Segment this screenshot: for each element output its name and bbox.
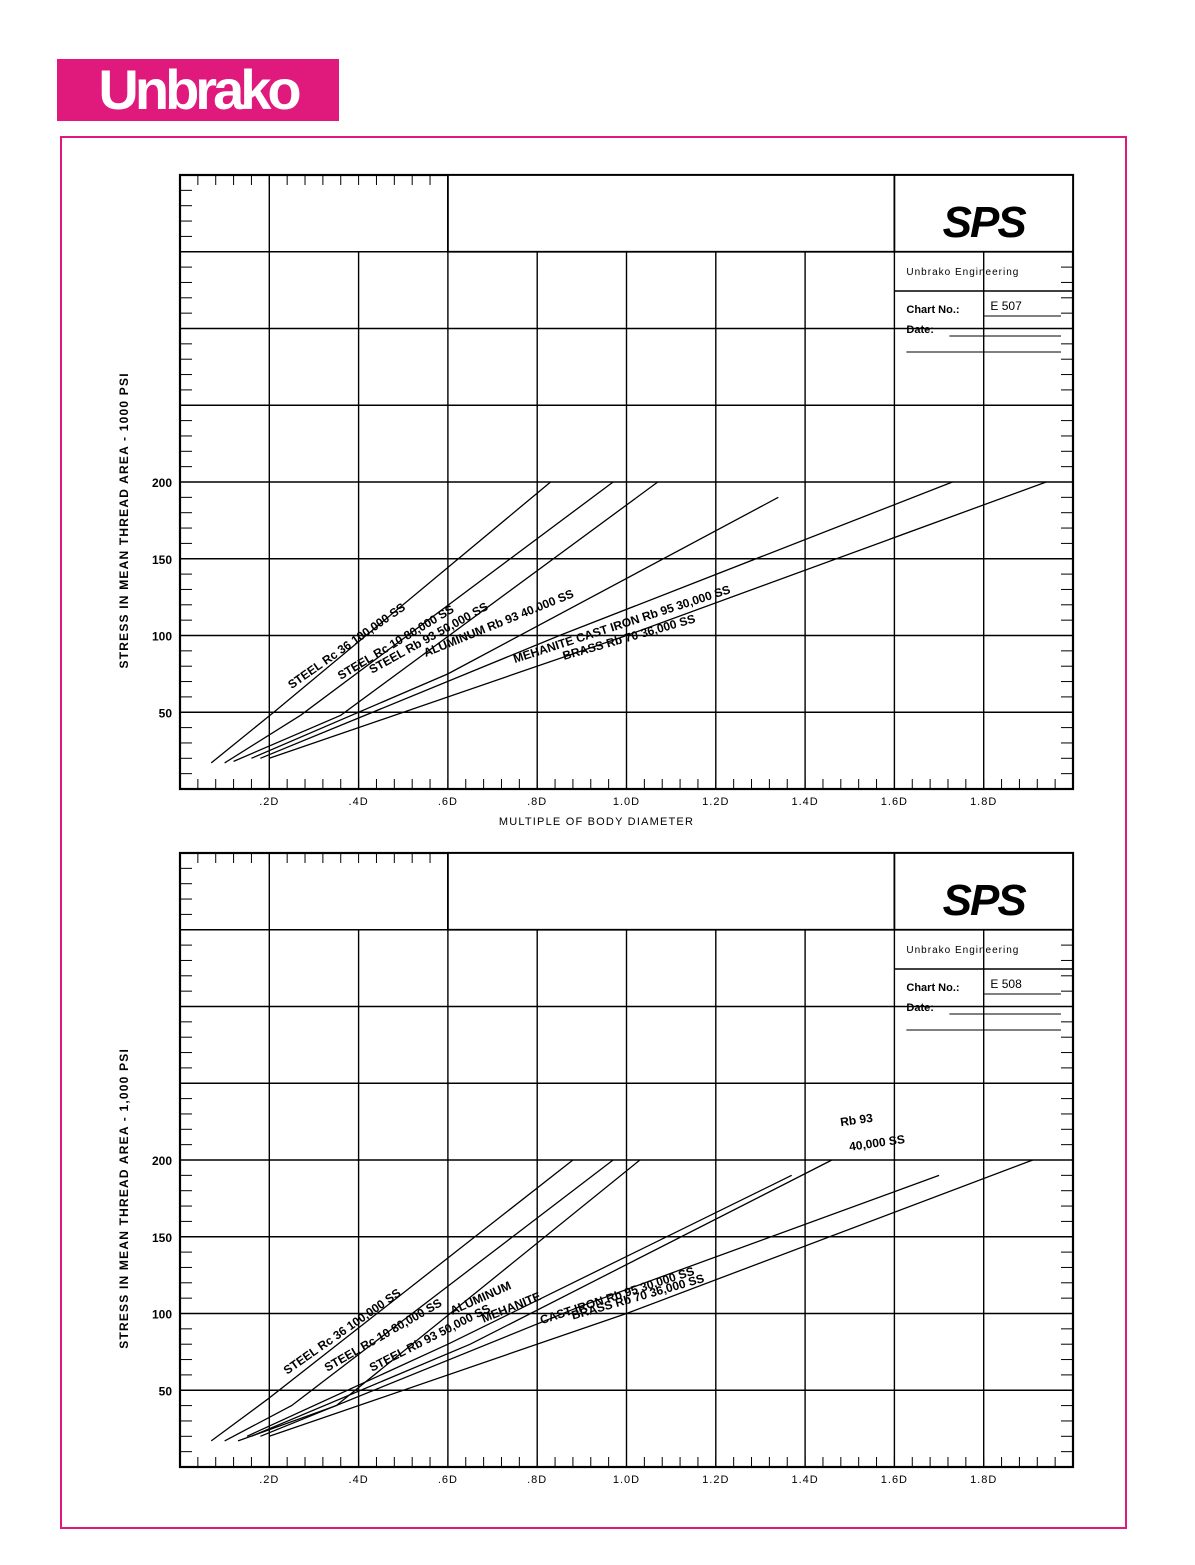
chart-e508: SPS Unbrako Engineering Chart No.: E 508 Dat…	[117, 851, 1075, 1486]
unbrako-logo: Unbrako	[57, 59, 339, 121]
series-line	[210, 1159, 574, 1442]
x-tick-label: 1.6D	[881, 1474, 908, 1486]
x-tick-label: 1.6D	[881, 796, 908, 808]
x-tick-label: .8D	[527, 1474, 547, 1486]
x-tick-label: .2D	[259, 796, 279, 808]
title-block	[893, 174, 1074, 253]
y-tick-label: 100	[152, 630, 172, 644]
x-tick-label: 1.0D	[613, 1474, 640, 1486]
y-tick-label: 50	[159, 706, 173, 720]
series-line	[224, 1159, 614, 1442]
chart-no-label: Chart No.:	[906, 982, 959, 994]
chart-frame: SPS Unbrako Engineering Chart No.: E 507 Dat…	[60, 136, 1127, 1529]
x-tick-label: .6D	[438, 796, 458, 808]
title-block	[893, 852, 1074, 931]
chart-no-value: E 508	[990, 977, 1022, 991]
y-tick-label: 200	[152, 476, 172, 490]
x-tick-label: 1.0D	[613, 796, 640, 808]
series-line	[269, 1159, 1034, 1437]
y-tick-label: 150	[152, 1231, 172, 1245]
x-tick-label: .8D	[527, 796, 547, 808]
company-name: Unbrako Engineering	[906, 267, 1019, 278]
series-line	[210, 481, 552, 764]
date-label: Date:	[906, 324, 934, 336]
y-tick-label: 50	[159, 1384, 173, 1398]
company-name: Unbrako Engineering	[906, 945, 1019, 956]
series-line	[260, 481, 953, 759]
blank-box	[446, 852, 896, 931]
series-line	[251, 496, 779, 759]
x-tick-label: .4D	[349, 1474, 369, 1486]
chart-e507: SPS Unbrako Engineering Chart No.: E 507 Dat…	[117, 173, 1075, 828]
series-label: Rb 93	[839, 1111, 874, 1129]
brand-logo-text: Unbrako	[98, 58, 301, 121]
x-tick-label: 1.8D	[970, 1474, 997, 1486]
x-axis-label: MULTIPLE OF BODY DIAMETER	[499, 816, 694, 828]
x-tick-label: .2D	[259, 1474, 279, 1486]
x-tick-label: 1.4D	[791, 796, 818, 808]
date-label: Date:	[906, 1002, 934, 1014]
sps-logo: SPS	[943, 876, 1027, 925]
x-tick-label: 1.4D	[791, 1474, 818, 1486]
y-tick-label: 100	[152, 1308, 172, 1322]
y-tick-label: 150	[152, 553, 172, 567]
x-tick-label: 1.2D	[702, 1474, 729, 1486]
series-line	[233, 481, 659, 762]
series-label: MEHANITE CAST IRON Rb 95 30,000 SS	[511, 582, 732, 666]
series-line	[251, 1159, 833, 1437]
blank-box	[446, 174, 896, 253]
x-tick-label: .6D	[438, 1474, 458, 1486]
x-tick-label: 1.2D	[702, 796, 729, 808]
y-axis-label: STRESS IN MEAN THREAD AREA - 1000 PSI	[117, 372, 131, 668]
x-tick-label: .4D	[349, 796, 369, 808]
sps-logo: SPS	[943, 198, 1027, 247]
y-tick-label: 200	[152, 1154, 172, 1168]
series-line	[269, 481, 1047, 759]
series-line	[260, 1174, 940, 1437]
chart-no-value: E 507	[990, 299, 1022, 313]
y-axis-label: STRESS IN MEAN THREAD AREA - 1,000 PSI	[117, 1048, 131, 1349]
x-tick-label: 1.8D	[970, 796, 997, 808]
chart-no-label: Chart No.:	[906, 304, 959, 316]
series-line	[246, 1174, 792, 1437]
series-label: 40,000 SS	[848, 1132, 905, 1154]
series-line	[224, 481, 614, 764]
